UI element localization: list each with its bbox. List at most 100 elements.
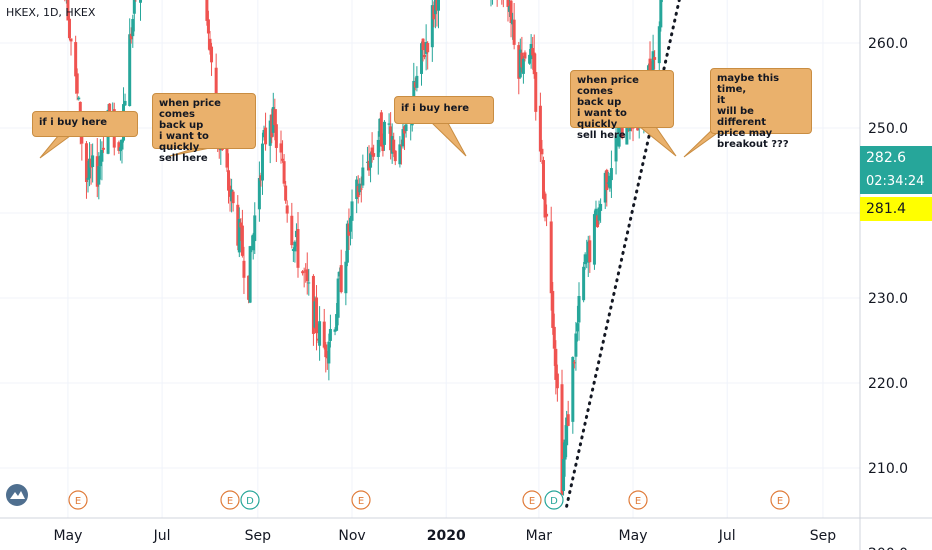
candle-body [131,19,135,37]
candle-body [617,124,621,147]
candle-body [608,175,612,189]
candle-body [304,269,308,271]
candle-body [379,112,383,147]
candle-body [399,144,403,147]
candle-body [378,118,382,137]
candle-body [426,43,430,53]
annotation-bubble-3[interactable]: if i buy here [394,96,494,124]
annotation-bubble-2[interactable]: when price comes back up i want to quick… [152,93,256,164]
candle-body [290,215,294,246]
candle-body [518,49,522,78]
candle-body [423,55,427,58]
candle-body [281,158,285,161]
candle-body [208,38,212,51]
earnings-marker-icon [522,490,542,510]
candle-body [382,121,386,145]
candle-body [424,42,428,54]
y-tick-label: 210.0 [868,461,908,477]
candle-body [291,249,295,251]
candle-body [108,103,112,117]
annotation-bubble-5[interactable]: maybe this time, it will be different pr… [710,68,812,150]
candle-body [262,129,266,138]
candle-body [545,213,549,217]
candle-body [433,0,437,15]
candle-body [572,362,576,364]
candle-body [313,301,317,328]
candle-body [120,140,124,150]
candle-body [606,182,610,184]
candle-body [393,150,397,162]
candle-body [509,0,513,24]
y-tick-label: 250.0 [868,121,908,137]
candle-body [129,33,133,40]
candle-body [401,129,405,147]
candle-body [358,183,362,193]
candle-body [387,123,391,125]
y-tick-label: 200.0 [868,546,908,550]
candle-body [301,271,305,274]
candle-body [240,225,244,256]
candle-body [86,177,90,180]
candle-body [95,156,99,187]
candle-body [284,185,288,201]
event-marker-label: E [75,496,81,507]
candle-body [270,114,274,138]
candle-body [242,260,246,278]
candle-body [511,19,515,25]
candle-body [616,140,620,143]
candle-body [435,0,439,11]
x-tick-label: Jul [718,528,736,544]
candle-body [307,282,311,284]
candle-body [523,52,527,59]
candle-body [614,135,618,162]
candle-body [335,314,339,331]
candle-body [97,166,101,185]
candle-body [324,344,328,358]
candle-body [248,246,252,303]
candle-body [392,139,396,153]
candle-body [506,0,510,7]
candle-body [599,203,603,211]
candle-body [528,54,532,64]
candle-body [250,246,254,250]
candle-body [356,186,360,198]
candle-body [636,125,640,131]
candle-body [345,223,349,263]
candle-body [328,328,332,341]
candle-body [247,275,251,300]
candle-body [296,229,300,268]
candle-body [372,153,376,157]
candle-body [370,147,374,155]
candle-body [101,147,105,150]
candle-body [592,214,596,265]
x-tick-label: Sep [245,528,272,544]
candle-body [563,439,567,460]
candle-body [541,160,545,199]
candle-body [257,178,261,210]
candle-body [339,265,343,293]
candle-body [420,43,424,74]
candle-body [359,188,363,190]
candle-body [521,58,525,74]
candle-body [311,275,315,334]
candle-body [552,326,556,349]
candle-body [605,169,609,191]
tradingview-logo-icon[interactable] [6,484,28,506]
annotation-bubble-4[interactable]: when price comes back up i want to quick… [570,70,674,141]
candle-body [532,52,536,75]
candle-body [586,241,590,263]
candle-body [367,160,371,171]
annotation-bubble-1[interactable]: if i buy here [32,111,138,137]
candle-body [228,185,232,197]
candle-body [348,217,352,232]
candle-body [361,167,365,186]
candle-body [302,271,306,273]
candle-body [529,43,533,60]
candle-body [596,215,600,228]
candle-body [294,230,298,238]
candle-body [571,356,575,422]
candle-body [436,0,440,11]
candle-body [390,136,394,154]
x-tick-label: May [53,528,82,544]
